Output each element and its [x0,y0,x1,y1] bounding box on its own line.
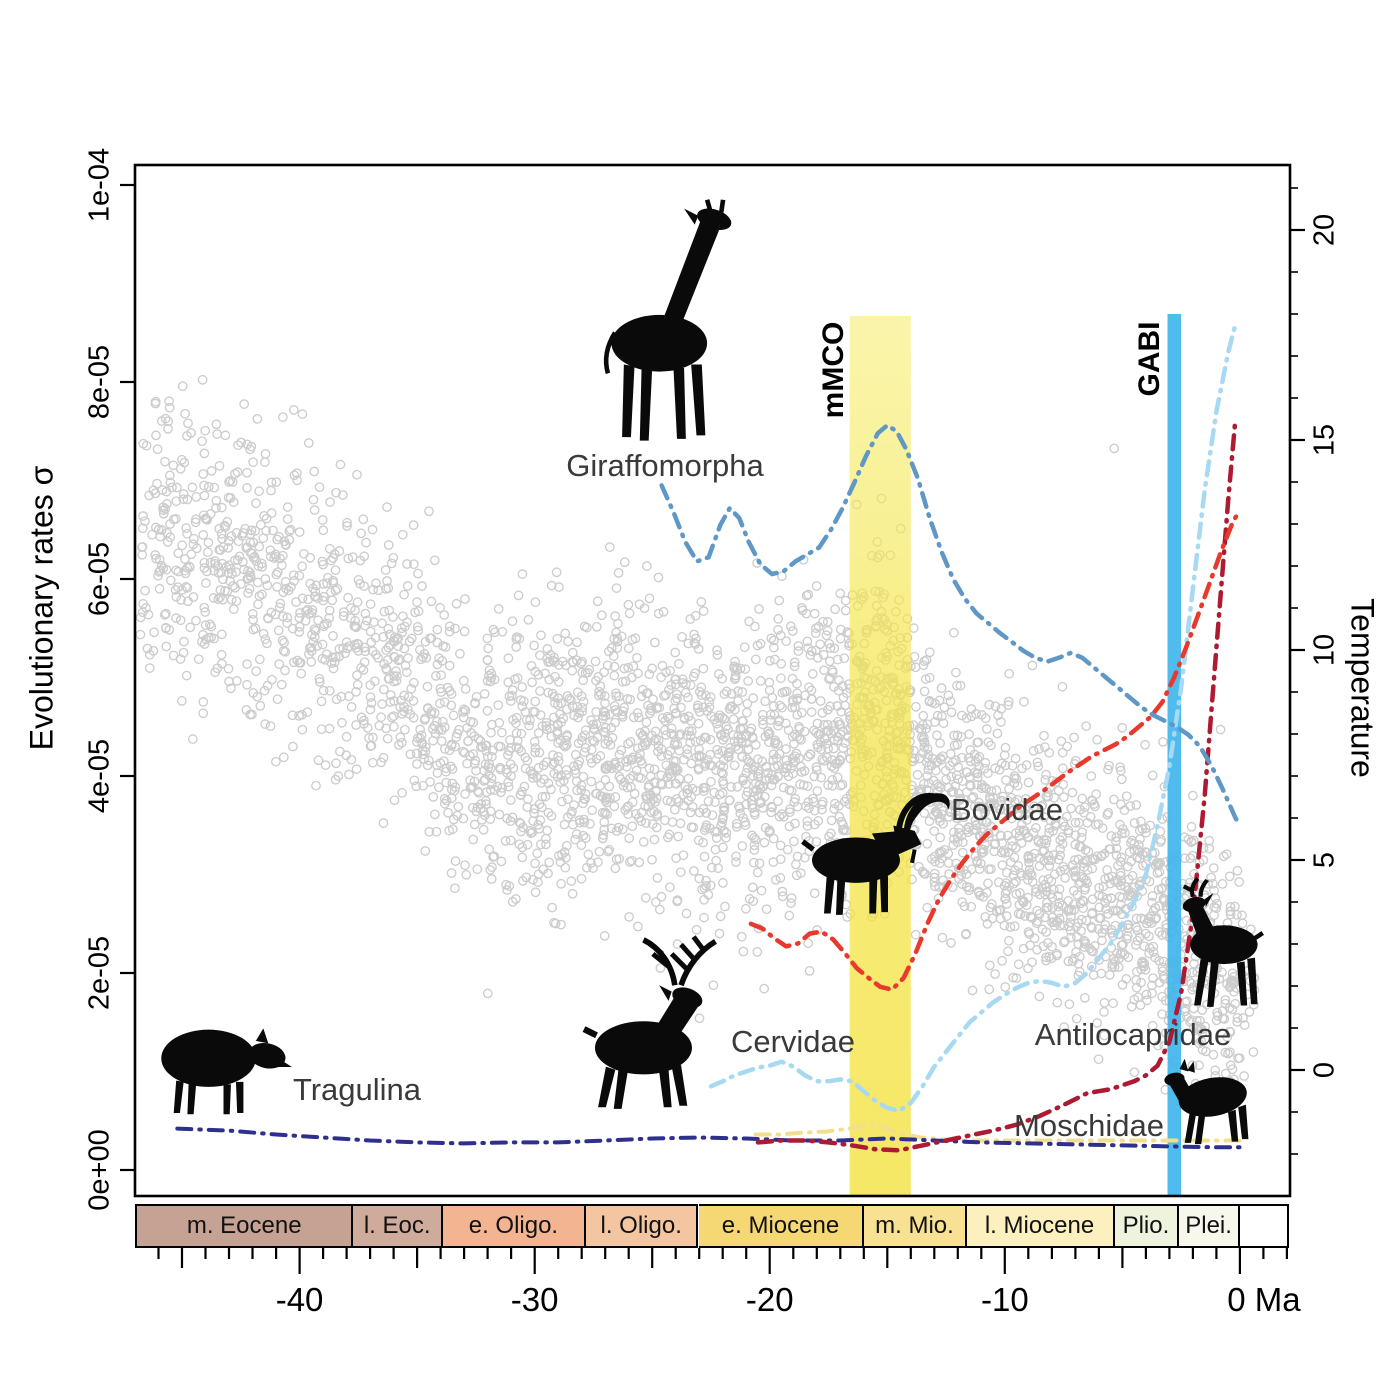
y-axis-title-right: Temperature [1344,598,1381,778]
plot-border [133,163,1292,1198]
epoch-label: m. Mio. [875,1212,954,1239]
series-bovidae [748,507,1243,992]
y-right-tick-label: 20 [1308,213,1341,247]
y-right-ticks [1290,187,1305,1155]
y-left-tick-label: 6e-05 [83,541,116,617]
epoch-cell-leoc: l. Eoc. [353,1204,443,1248]
gabi-band [1167,314,1182,1196]
y-left-tick-label: 2e-05 [83,935,116,1011]
y-right-tick-label: 15 [1308,423,1341,457]
x-tick-label: -20 [745,1281,794,1318]
epoch-label: l. Oligo. [600,1212,682,1239]
clade-label-tragulina: Tragulina [292,1072,422,1107]
y-right-tick-label: 5 [1308,851,1341,869]
series-giraffomorpha [659,423,1243,828]
x-axis-ticks [157,1248,1289,1274]
epoch-label: e. Miocene [721,1212,840,1239]
series-cervidae [753,1122,1242,1143]
epoch-label: e. Oligo. [468,1212,559,1239]
event-bands [849,314,1182,1196]
clade-label-antilocapridae: Antilocapridae [1034,1017,1232,1052]
epoch-cell-lmiocene: l. Miocene [966,1204,1115,1248]
x-tick-label: 0 Ma [1227,1281,1301,1318]
epoch-label: m. Eocene [186,1212,302,1239]
bovid-silhouette-icon [801,792,950,915]
series-moschidae [755,419,1238,1153]
y-left-tick-label: 8e-05 [83,344,116,420]
clade-label-cervidae: Cervidae [730,1024,856,1059]
y-left-ticks [120,183,135,1172]
epoch-cell-eoligo: e. Oligo. [442,1204,586,1248]
tragulid-silhouette-icon [161,1028,292,1115]
y-left-tick-label: 0e+00 [83,1129,116,1211]
y-right-tick-label: 10 [1308,633,1341,667]
y-right-tick-label: 0 [1308,1061,1341,1079]
epoch-cell-loligo: l. Oligo. [585,1204,699,1248]
epoch-cell-plio: Plio. [1114,1204,1180,1248]
clade-label-moschidae: Moschidae [1014,1108,1164,1143]
mmco-band [849,316,911,1196]
clade-label-giraffomorpha: Giraffomorpha [566,448,764,483]
epoch-cell-blank [1239,1204,1290,1248]
epoch-label: Plei. [1185,1212,1232,1239]
x-tick-label: -40 [275,1281,324,1318]
epoch-cell-mmio: m. Mio. [864,1204,967,1248]
y-axis-title-left: Evolutionary rates σ [23,465,60,751]
event-label-mmco: mMCO [817,321,850,419]
series-tragulina [175,1126,1242,1150]
epoch-label: l. Miocene [984,1212,1095,1239]
deer-silhouette-icon [582,935,717,1109]
pronghorn-silhouette-icon [1182,877,1265,1007]
giraffe-silhouette-icon [603,199,732,441]
musk-deer-silhouette-icon [1164,1058,1249,1145]
epoch-label: l. Eoc. [363,1212,431,1239]
series-antilocapridae [708,318,1239,1114]
epoch-cell-emiocene: e. Miocene [698,1204,865,1248]
epoch-label: Plio. [1122,1212,1170,1239]
rate-curves [175,318,1243,1153]
x-tick-label: -30 [510,1281,559,1318]
x-tick-label: -10 [980,1281,1029,1318]
epoch-cell-meocene: m. Eocene [135,1204,354,1248]
epoch-cell-plei: Plei. [1179,1204,1240,1248]
y-left-tick-label: 1e-04 [83,147,116,223]
y-left-tick-label: 4e-05 [83,738,116,814]
event-label-gabi: GABI [1133,321,1166,397]
clade-label-bovidae: Bovidae [950,792,1064,827]
